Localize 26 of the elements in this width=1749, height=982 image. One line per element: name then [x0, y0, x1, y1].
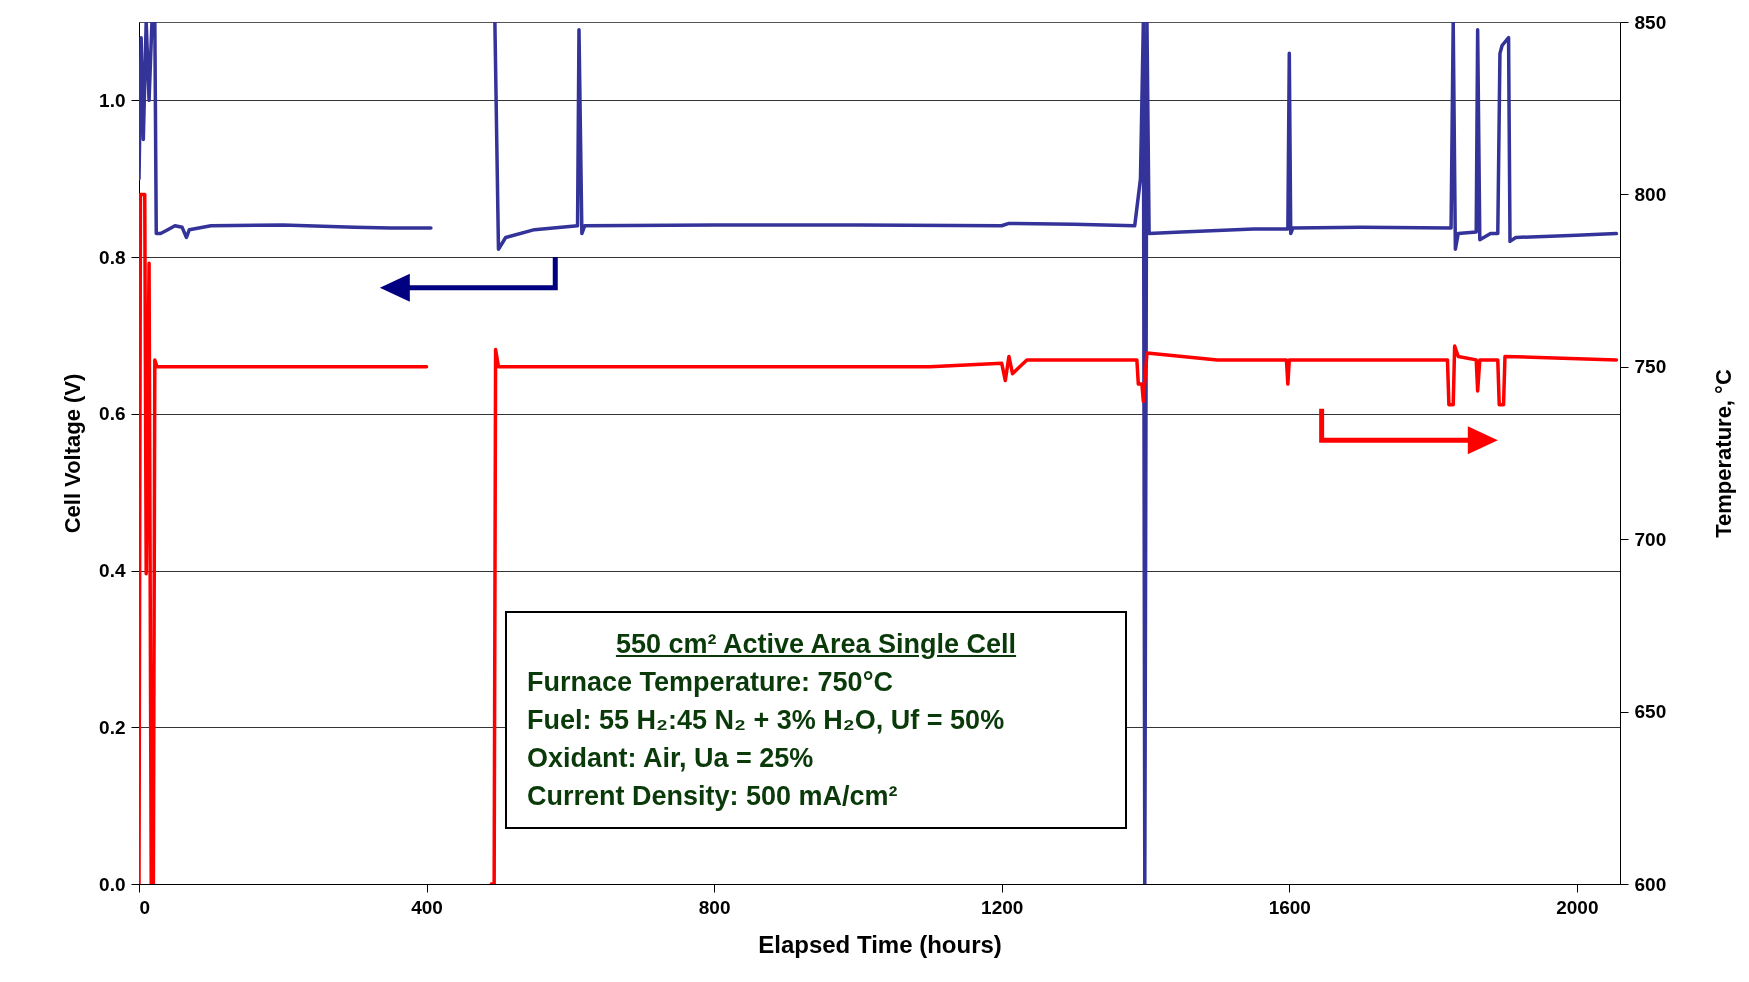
y2-axis-title: Temperature, °C	[1711, 369, 1737, 538]
y-tick-label: 1.0	[99, 89, 126, 111]
y-tick-label: 0.0	[99, 873, 126, 895]
annotation: Furnace Temperature: 750°C	[527, 666, 894, 699]
y2-tick-label: 750	[1634, 356, 1667, 378]
y-tick-label: 0.6	[99, 403, 126, 425]
y-axis-title: Cell Voltage (V)	[60, 373, 86, 534]
x-axis-title: Elapsed Time (hours)	[758, 930, 1002, 958]
y2-tick-label: 850	[1634, 11, 1667, 33]
x-tick-label: 400	[411, 896, 443, 918]
y-tick-label: 0.8	[99, 246, 126, 268]
annotation: Fuel: 55 H₂:45 N₂ + 3% H₂O, Uf = 50%	[527, 704, 1006, 737]
annotation: 550 cm² Active Area Single Cell	[614, 628, 1018, 661]
annotation: Current Density: 500 mA/cm²	[527, 780, 899, 813]
y-tick-label: 0.2	[99, 716, 126, 738]
y2-tick-label: 700	[1634, 528, 1667, 550]
y-tick-label: 0.4	[99, 560, 126, 582]
y2-tick-label: 800	[1634, 183, 1667, 205]
x-tick-label: 1600	[1268, 896, 1311, 918]
annotation: Oxidant: Air, Ua = 25%	[527, 742, 815, 775]
x-tick-label: 800	[698, 896, 731, 918]
y2-tick-label: 650	[1634, 701, 1667, 723]
x-tick-label: 2000	[1556, 896, 1599, 918]
x-tick-label: 0	[139, 896, 151, 918]
x-tick-label: 1200	[981, 896, 1024, 918]
y2-tick-label: 600	[1634, 873, 1667, 895]
